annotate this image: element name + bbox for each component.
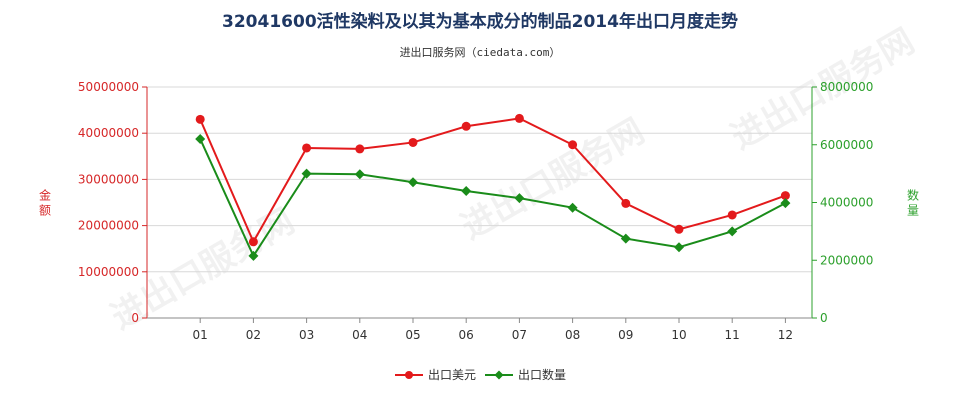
- data-point-qty: [727, 226, 738, 237]
- data-point-qty: [354, 169, 365, 180]
- x-tick-label: 03: [299, 328, 314, 342]
- legend-label[interactable]: 出口美元: [428, 368, 476, 382]
- data-point-qty: [195, 133, 206, 144]
- left-axis-ticks: 0 10000000 20000000 30000000 40000000 5000000…: [78, 80, 147, 325]
- series-layer: [195, 113, 791, 261]
- series-line-qty: [199, 138, 786, 258]
- data-point-qty: [620, 233, 631, 244]
- data-point-qty: [461, 185, 472, 196]
- x-tick-label: 11: [725, 328, 740, 342]
- data-point-qty: [674, 242, 684, 253]
- x-tick-label: 12: [778, 328, 793, 342]
- right-tick-label: 2000000: [820, 253, 873, 267]
- left-tick-label: 30000000: [78, 172, 139, 186]
- left-tick-label: 10000000: [78, 265, 139, 279]
- x-tick-label: 07: [512, 328, 527, 342]
- x-tick-label: 10: [671, 328, 686, 342]
- x-tick-label: 01: [193, 328, 208, 342]
- data-point-usd: [727, 210, 737, 220]
- x-tick-label: 09: [618, 328, 633, 342]
- data-point-usd: [621, 198, 631, 208]
- data-point-usd: [780, 191, 790, 201]
- left-tick-label: 40000000: [78, 126, 139, 140]
- data-point-usd: [674, 224, 684, 234]
- data-point-usd: [408, 137, 418, 147]
- series-line-usd: [199, 117, 786, 245]
- legend-marker-diamond: [494, 370, 504, 380]
- data-point-usd: [302, 143, 312, 153]
- right-tick-label: 4000000: [820, 196, 873, 210]
- data-point-usd: [248, 237, 258, 247]
- left-axis-label: 金额: [39, 188, 51, 218]
- left-tick-label: 50000000: [78, 80, 139, 94]
- data-point-qty: [567, 202, 578, 213]
- data-point-usd: [355, 144, 365, 154]
- x-axis-ticks: 01 02 03 04 05 06 07 08 09 10 11 12: [193, 318, 793, 342]
- gridlines: [147, 86, 812, 273]
- right-tick-label: 0: [820, 311, 828, 325]
- chart-subtitle: 进出口服务网（ciedata.com）: [400, 45, 561, 59]
- left-tick-label: 0: [131, 311, 139, 325]
- legend[interactable]: 出口美元 出口数量: [395, 367, 566, 382]
- data-point-usd: [514, 113, 524, 123]
- data-point-usd: [568, 140, 578, 150]
- x-tick-label: 06: [459, 328, 474, 342]
- data-point-usd: [461, 121, 471, 131]
- data-point-qty: [248, 250, 259, 261]
- data-point-qty: [780, 198, 791, 209]
- chart-title: 32041600活性染料及以其为基本成分的制品2014年出口月度走势: [222, 11, 738, 32]
- data-point-qty: [301, 168, 312, 179]
- right-axis-ticks: 0 2000000 4000000 6000000 8000000: [812, 80, 873, 325]
- right-axis-label: 数量: [907, 188, 919, 218]
- x-tick-label: 02: [246, 328, 261, 342]
- data-point-qty: [514, 193, 525, 204]
- data-point-usd: [195, 114, 205, 124]
- right-tick-label: 6000000: [820, 138, 873, 152]
- legend-label[interactable]: 出口数量: [518, 367, 566, 382]
- left-tick-label: 20000000: [78, 219, 139, 233]
- x-tick-label: 05: [405, 328, 420, 342]
- legend-marker-circle: [405, 371, 413, 379]
- x-tick-label: 08: [565, 328, 580, 342]
- x-tick-label: 04: [352, 328, 367, 342]
- data-point-qty: [408, 177, 418, 188]
- right-tick-label: 8000000: [820, 80, 873, 94]
